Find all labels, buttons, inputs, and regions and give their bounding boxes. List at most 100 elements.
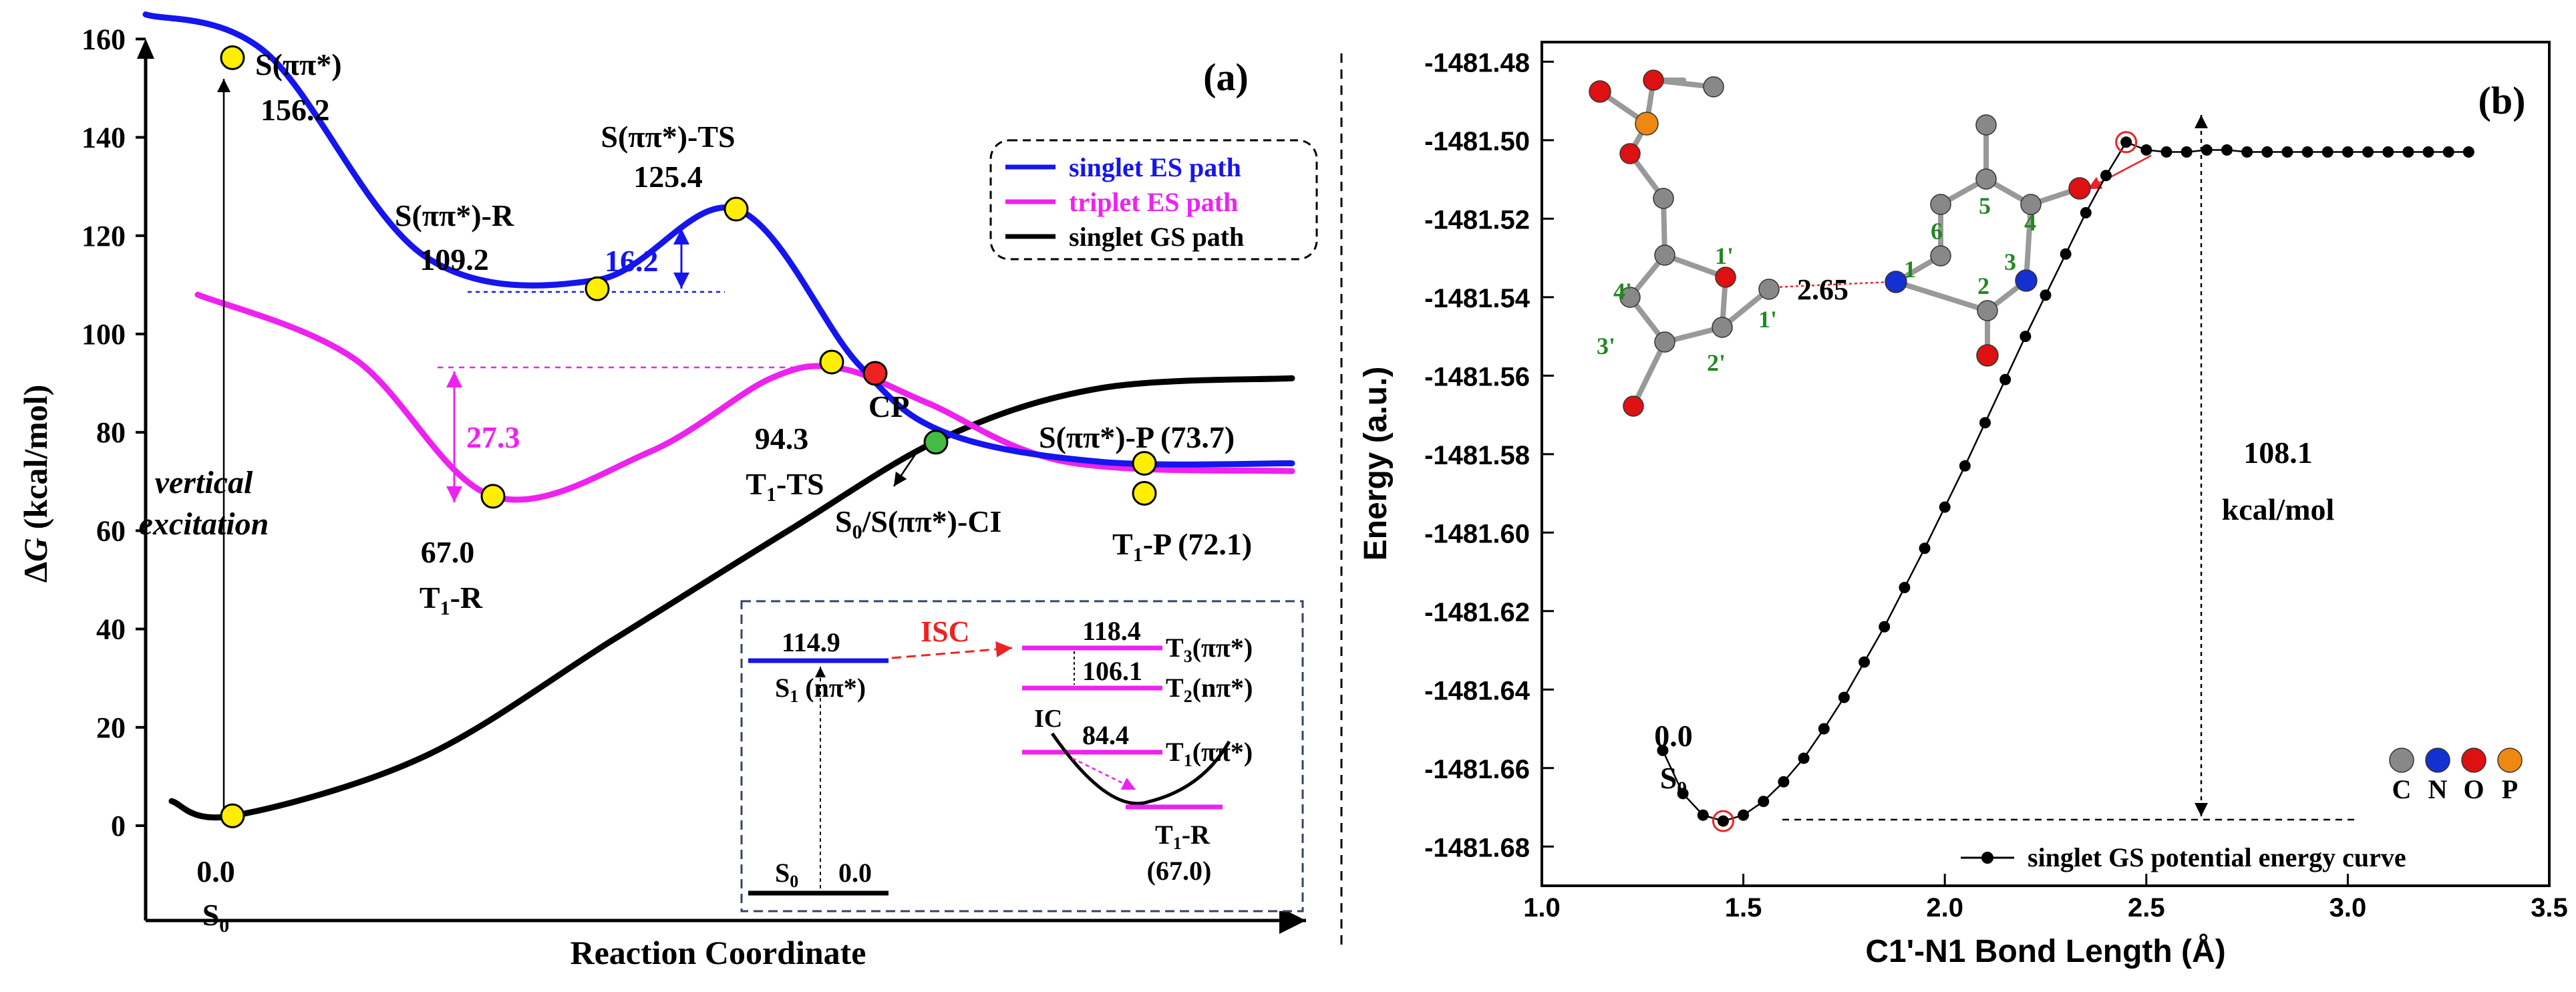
inset-t3-value: 118.4 (1082, 616, 1141, 646)
label-s0-value: 0.0 (196, 854, 235, 888)
energy-point-18 (2020, 331, 2032, 343)
label-s-pipi-ts-state: S(ππ*)-TS (601, 120, 735, 154)
label-t1-ts-state: T1-TS (746, 467, 824, 506)
x-tick-label-b-0: 1.0 (1523, 893, 1561, 923)
y-tick-label-a-4: 80 (96, 416, 126, 449)
point-marker-9 (220, 803, 245, 828)
panel-b: -1481.48 -1481.50 -1481.52 -1481.54 -1481.56… (1358, 41, 2568, 969)
x-tick-label-b-2: 2.0 (1926, 893, 1963, 923)
inset-ic-label: IC (1034, 705, 1062, 733)
energy-point-33 (2321, 146, 2333, 158)
structure-pointer-arrow (2087, 154, 2152, 190)
y-tick-label-b-8: -1481.64 (1424, 676, 1531, 705)
energy-point-8 (1818, 723, 1830, 735)
legend-label-triplet-es: triplet ES path (1069, 187, 1238, 217)
barrier-triplet-value: 27.3 (466, 420, 520, 454)
energy-maximum-ring (2115, 131, 2138, 154)
energy-point-22 (2100, 170, 2112, 182)
inset-t1r-value: (67.0) (1147, 856, 1212, 886)
barrier-singlet-value: 16.2 (605, 244, 659, 278)
energy-point-6 (1778, 776, 1790, 788)
energy-point-1 (1677, 788, 1689, 800)
energy-point-2 (1697, 809, 1709, 821)
energy-point-17 (1999, 373, 2011, 385)
energy-point-34 (2342, 146, 2354, 158)
inset-jablonski: 114.9 S1 (nπ*) S0 0.0 ISC 118.4 T3(ππ*) … (740, 600, 1304, 913)
curve-b (1657, 131, 2474, 832)
legend-label-b: singlet GS potential energy curve (2028, 842, 2406, 872)
label-s-pipi-ts-value: 125.4 (633, 160, 703, 194)
point-marker-3 (862, 361, 888, 386)
energy-point-38 (2422, 146, 2434, 158)
ci-pointer-arrow (893, 447, 921, 487)
y-tick-label-b-3: -1481.54 (1424, 284, 1531, 313)
label-s-pipi-p: S(ππ*)-P (73.7) (1039, 420, 1235, 454)
legend-marker-b (1981, 852, 1993, 864)
ring-label-6: 6 (1931, 218, 1943, 244)
energy-point-40 (2462, 146, 2474, 158)
atom-legend-o-dot (2461, 748, 2486, 773)
y-tick-label-a-0: 0 (111, 810, 126, 842)
curve-singlet-gs (168, 375, 1295, 821)
y-tick-label-b-7: -1481.62 (1424, 598, 1530, 627)
ring-label-3: 3 (2004, 249, 2016, 275)
panel-a: 0 20 40 60 80 100 120 140 160 ΔG (kcal/mol) Reac… (17, 11, 1318, 971)
point-marker-8 (1132, 480, 1157, 506)
energy-point-28 (2221, 144, 2233, 156)
label-t1-r-state: T1-R (420, 581, 483, 619)
y-tick-label-b-10: -1481.68 (1424, 833, 1530, 862)
inset-t1r-state: T1-R (1155, 820, 1211, 853)
inset-t3-state: T3(ππ*) (1166, 633, 1253, 666)
atom-legend-p-dot (2497, 748, 2523, 773)
x-axis-label-b: C1'-N1 Bond Length (Å) (1865, 933, 2225, 969)
energy-point-13 (1919, 542, 1931, 554)
energy-difference-unit: kcal/mol (2222, 492, 2335, 526)
y-tick-label-b-6: -1481.60 (1424, 519, 1530, 548)
energy-point-24 (2140, 144, 2152, 156)
energy-point-4 (1738, 809, 1750, 821)
point-marker-2 (723, 196, 749, 222)
point-marker-6 (480, 484, 506, 509)
ring-label-5: 5 (1979, 192, 1991, 219)
legend-label-singlet-es: singlet ES path (1069, 152, 1241, 182)
markers-a (220, 45, 1157, 828)
atom-legend-o: O (2463, 774, 2484, 804)
energy-point-21 (2080, 207, 2092, 219)
energy-point-27 (2201, 144, 2213, 156)
atom-legend-c: C (2392, 774, 2412, 804)
y-axis-label-b: Energy (a.u.) (1358, 367, 1394, 561)
energy-curve-line (1661, 141, 2469, 822)
y-tick-label-a-3: 60 (96, 514, 126, 547)
energy-point-32 (2301, 146, 2313, 158)
atom-legend: C N O P (2389, 748, 2523, 804)
inset-relax-arrow (1072, 757, 1136, 791)
x-tick-label-b-4: 3.0 (2329, 893, 2367, 923)
energy-point-7 (1798, 752, 1810, 764)
inset-t2-value: 106.1 (1082, 656, 1142, 686)
legend-box (989, 139, 1318, 261)
ring-label-2: 2 (1977, 273, 1989, 299)
energy-point-3 (1717, 815, 1729, 827)
energy-point-11 (1879, 621, 1891, 633)
energy-point-25 (2160, 146, 2172, 158)
energy-point-14 (1939, 501, 1951, 513)
x-tick-label-b-1: 1.5 (1725, 893, 1762, 923)
inset-box (740, 600, 1304, 913)
x-ticks-b: 1.0 1.5 2.0 2.5 3.0 3.5 (1523, 874, 2568, 923)
y-axis-label-a: ΔG (kcal/mol) (17, 385, 54, 583)
atom-legend-c-dot (2389, 748, 2414, 773)
y-tick-label-b-9: -1481.66 (1424, 755, 1530, 784)
energy-point-26 (2181, 146, 2193, 158)
y-tick-label-a-6: 120 (82, 220, 126, 253)
y-ticks-b: -1481.48 -1481.50 -1481.52 -1481.54 -1481.56… (1424, 48, 1554, 862)
x-tick-label-b-3: 2.5 (2128, 893, 2165, 923)
y-tick-label-a-1: 20 (96, 711, 126, 744)
sugar-label-3p: 3' (1597, 333, 1615, 359)
inset-s0-state: S0 (775, 858, 798, 891)
label-s0-state: S0 (202, 898, 230, 937)
legend-b: singlet GS potential energy curve (1961, 842, 2406, 872)
y-axis-arrowhead (137, 39, 154, 59)
bond-length-label: 2.65 (1797, 273, 1848, 306)
inset-t1-well (1050, 732, 1231, 806)
